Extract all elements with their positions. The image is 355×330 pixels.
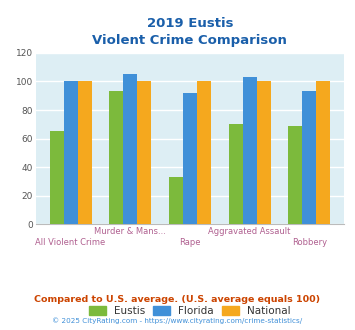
Bar — [302, 91, 316, 224]
Bar — [197, 82, 211, 224]
Title: 2019 Eustis
Violent Crime Comparison: 2019 Eustis Violent Crime Comparison — [93, 17, 287, 48]
Bar — [123, 74, 137, 224]
Bar — [78, 82, 92, 224]
Bar — [257, 82, 271, 224]
Bar — [137, 82, 151, 224]
Bar — [64, 82, 78, 224]
Bar — [50, 131, 64, 224]
Text: © 2025 CityRating.com - https://www.cityrating.com/crime-statistics/: © 2025 CityRating.com - https://www.city… — [53, 317, 302, 324]
Bar — [109, 91, 123, 224]
Bar — [288, 126, 302, 224]
Bar — [316, 82, 330, 224]
Bar — [229, 124, 242, 224]
Bar — [169, 177, 183, 224]
Legend: Eustis, Florida, National: Eustis, Florida, National — [85, 302, 295, 320]
Bar — [183, 93, 197, 224]
Text: Compared to U.S. average. (U.S. average equals 100): Compared to U.S. average. (U.S. average … — [34, 295, 321, 304]
Bar — [242, 77, 257, 224]
